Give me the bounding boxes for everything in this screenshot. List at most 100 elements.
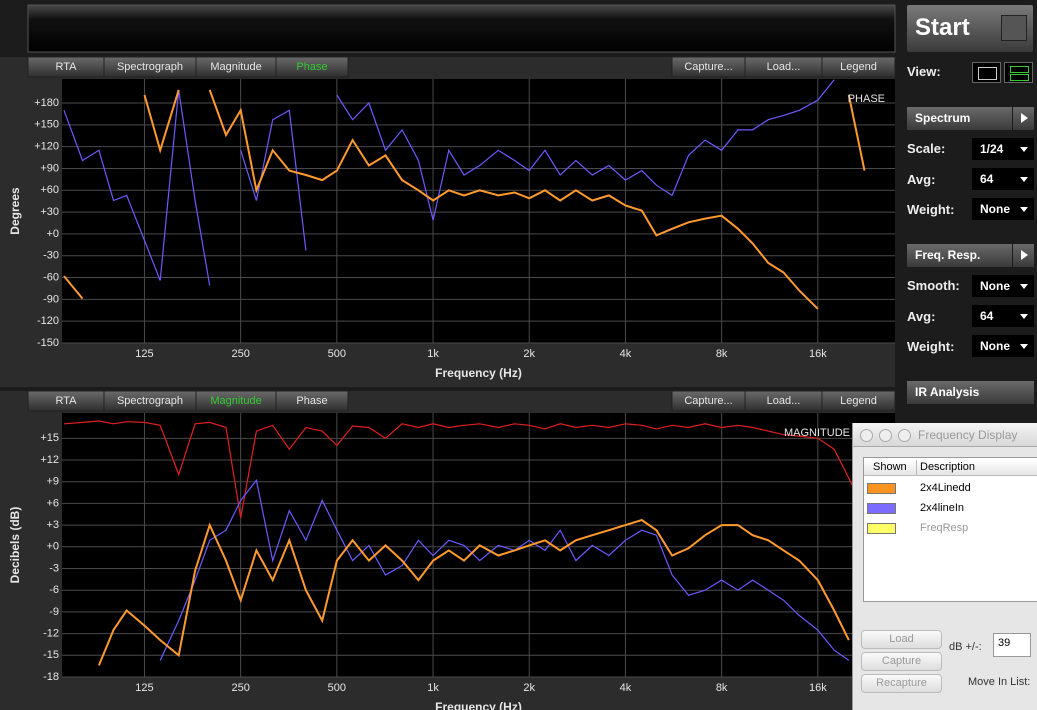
toolbar-button[interactable] <box>821 390 896 412</box>
y-tick-label: -90 <box>43 293 59 305</box>
close-button[interactable] <box>860 429 873 442</box>
y-tick-label: -18 <box>43 671 59 683</box>
dropdown[interactable]: 64 <box>972 305 1034 327</box>
list-header: Shown Description <box>864 460 1037 476</box>
start-button[interactable]: Start <box>907 5 1033 52</box>
row-label: Smooth: <box>907 278 960 293</box>
y-tick-label: +6 <box>46 497 59 509</box>
button-label: Load... <box>767 395 801 407</box>
x-tick-label: 1k <box>427 348 439 360</box>
series-name: 2x4Linedd <box>920 482 971 494</box>
x-tick-label: 500 <box>328 682 346 694</box>
row-label: Avg: <box>907 172 936 187</box>
expand-button[interactable] <box>1013 244 1034 267</box>
zoom-button[interactable] <box>898 429 911 442</box>
y-tick-label: +9 <box>46 476 59 488</box>
y-tick-label: +90 <box>40 162 59 174</box>
x-tick-label: 1k <box>427 682 439 694</box>
dropdown[interactable]: None <box>972 198 1034 220</box>
capture-button[interactable]: Capture <box>861 652 942 671</box>
y-tick-label: -120 <box>37 315 59 327</box>
stop-indicator <box>1001 15 1027 41</box>
tab-label: RTA <box>56 395 78 407</box>
y-tick-label: -30 <box>43 250 59 262</box>
x-tick-label: 8k <box>716 348 728 360</box>
y-tick-label: -15 <box>43 649 59 661</box>
move-label: Move In List: <box>968 676 1031 688</box>
overlay-label: PHASE <box>848 93 885 105</box>
x-tick-label: 125 <box>135 682 153 694</box>
series-line <box>63 79 835 286</box>
expand-button[interactable] <box>1013 107 1034 130</box>
y-axis-label: Degrees <box>8 187 22 235</box>
db-input[interactable]: 39 <box>993 633 1031 657</box>
button-label: Load... <box>767 61 801 73</box>
x-tick-label: 8k <box>716 682 728 694</box>
y-tick-label: -150 <box>37 337 59 349</box>
minimize-button[interactable] <box>879 429 892 442</box>
tab[interactable] <box>275 56 349 78</box>
plot-area <box>62 413 895 677</box>
section-header: Spectrum <box>907 107 1012 130</box>
y-tick-label: +30 <box>40 206 59 218</box>
view-split[interactable] <box>1004 62 1033 83</box>
recapture-button[interactable]: Recapture <box>861 674 942 693</box>
series-name: 2x4lineIn <box>920 502 965 514</box>
tab[interactable] <box>275 390 349 412</box>
dropdown[interactable]: 64 <box>972 168 1034 190</box>
column-header: Shown <box>873 461 907 473</box>
tab-label: Spectrograph <box>117 395 183 407</box>
tab-label: Spectrograph <box>117 61 183 73</box>
row-label: Avg: <box>907 309 936 324</box>
y-tick-label: +12 <box>40 454 59 466</box>
overlay-label: MAGNITUDE <box>784 427 850 439</box>
view-single[interactable] <box>972 62 1001 83</box>
column-divider <box>916 460 917 475</box>
start-label: Start <box>915 14 970 41</box>
x-tick-label: 250 <box>231 348 249 360</box>
dropdown[interactable]: None <box>972 335 1034 357</box>
y-tick-label: -6 <box>49 584 59 596</box>
series-line <box>63 420 866 519</box>
y-tick-label: +0 <box>46 541 59 553</box>
section-header[interactable]: IR Analysis <box>907 381 1034 404</box>
color-swatch <box>867 503 896 514</box>
color-swatch <box>867 483 896 494</box>
dropdown[interactable]: None <box>972 275 1034 297</box>
top-bar <box>27 4 896 53</box>
y-tick-label: -9 <box>49 606 59 618</box>
list-row[interactable]: 2x4Linedd <box>864 480 1037 498</box>
y-tick-label: -60 <box>43 271 59 283</box>
series-line <box>63 89 866 310</box>
x-tick-label: 250 <box>231 682 249 694</box>
dropdown[interactable]: 1/24 <box>972 138 1034 160</box>
row-label: Weight: <box>907 339 955 354</box>
button-label: Legend <box>840 61 877 73</box>
y-tick-label: +0 <box>46 228 59 240</box>
tab-label: Magnitude <box>210 61 261 73</box>
x-tick-label: 2k <box>523 348 535 360</box>
x-tick-label: 16k <box>809 682 827 694</box>
series-line <box>97 518 850 666</box>
db-label: dB +/-: <box>949 641 982 653</box>
load-button[interactable]: Load <box>861 630 942 649</box>
row-label: Weight: <box>907 202 955 217</box>
toolbar-button[interactable] <box>821 56 896 78</box>
x-tick-label: 125 <box>135 348 153 360</box>
title-bar: Frequency Display <box>853 423 1037 447</box>
view-label: View: <box>907 64 941 79</box>
y-tick-label: +60 <box>40 184 59 196</box>
tab-label: Phase <box>296 61 327 73</box>
y-tick-label: +120 <box>34 141 59 153</box>
y-axis-label: Decibels (dB) <box>8 507 22 584</box>
list-row[interactable]: FreqResp <box>864 520 1037 538</box>
window-title: Frequency Display <box>918 428 1018 442</box>
x-tick-label: 4k <box>620 682 632 694</box>
tab-label: Phase <box>296 395 327 407</box>
list-row[interactable]: 2x4lineIn <box>864 500 1037 518</box>
x-tick-label: 500 <box>328 348 346 360</box>
series-name: FreqResp <box>920 522 969 534</box>
column-header: Description <box>920 461 976 473</box>
x-tick-label: 2k <box>523 682 535 694</box>
